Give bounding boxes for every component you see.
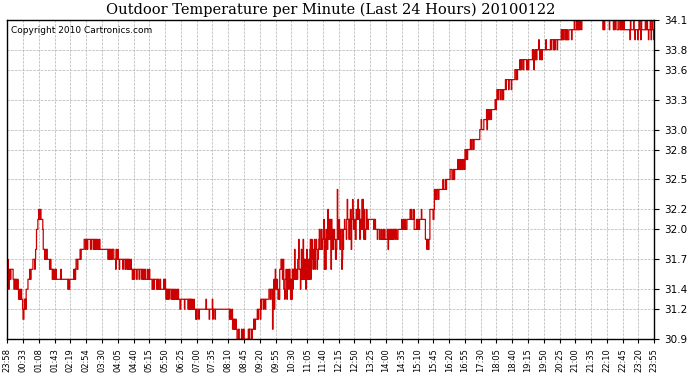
Text: Copyright 2010 Cartronics.com: Copyright 2010 Cartronics.com	[10, 26, 152, 35]
Title: Outdoor Temperature per Minute (Last 24 Hours) 20100122: Outdoor Temperature per Minute (Last 24 …	[106, 3, 555, 17]
